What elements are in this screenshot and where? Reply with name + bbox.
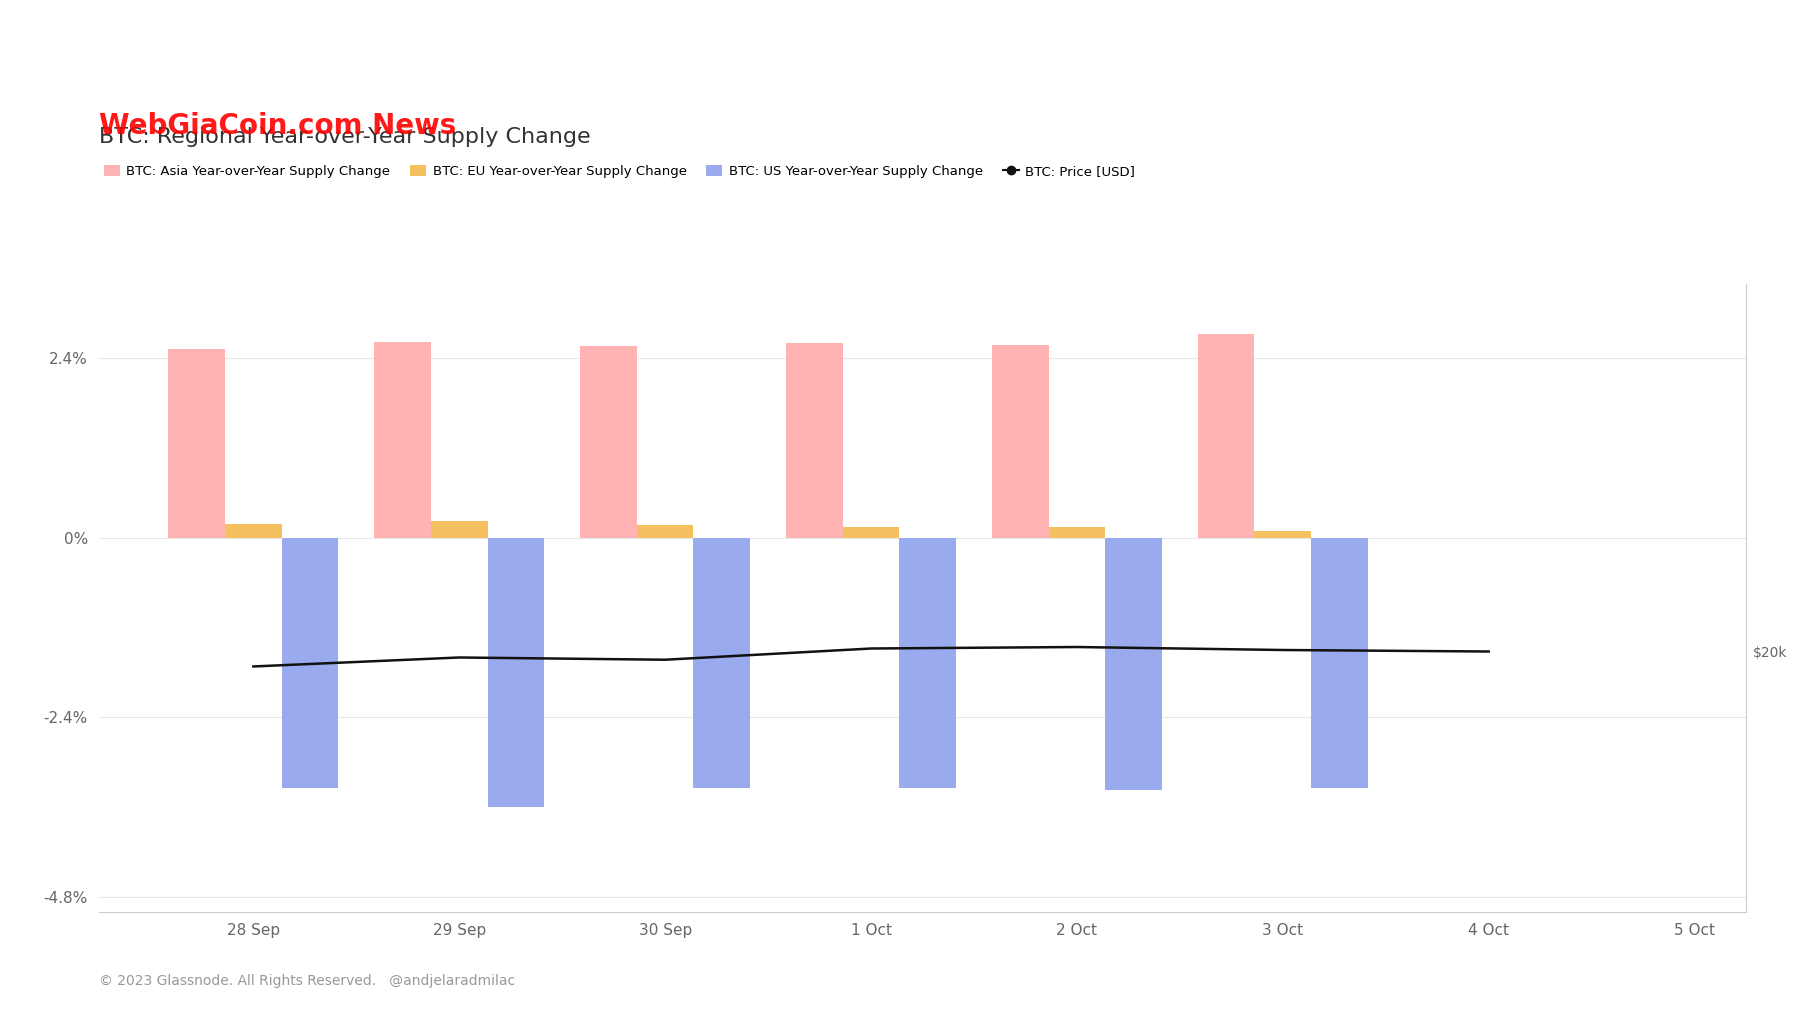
- Text: WebGiaCoin.com News: WebGiaCoin.com News: [99, 111, 455, 140]
- Bar: [374, 342, 430, 538]
- Bar: [283, 538, 338, 788]
- Bar: [1255, 531, 1310, 538]
- Bar: [580, 345, 637, 538]
- Bar: [787, 343, 842, 538]
- Bar: [1197, 334, 1255, 538]
- Bar: [693, 538, 751, 788]
- Bar: [1310, 538, 1368, 788]
- Bar: [430, 522, 488, 538]
- Bar: [169, 349, 225, 538]
- Bar: [1105, 538, 1161, 790]
- Bar: [225, 525, 283, 538]
- Bar: [992, 345, 1049, 538]
- Bar: [900, 538, 956, 788]
- Legend: BTC: Asia Year-over-Year Supply Change, BTC: EU Year-over-Year Supply Change, BT: BTC: Asia Year-over-Year Supply Change, …: [104, 165, 1136, 178]
- Bar: [842, 527, 900, 538]
- Text: © 2023 Glassnode. All Rights Reserved.   @andjelaradmilac: © 2023 Glassnode. All Rights Reserved. @…: [99, 973, 515, 988]
- Text: BTC: Regional Year-over-Year Supply Change: BTC: Regional Year-over-Year Supply Chan…: [99, 127, 590, 147]
- Bar: [488, 538, 544, 807]
- Bar: [1049, 528, 1105, 538]
- Bar: [637, 525, 693, 538]
